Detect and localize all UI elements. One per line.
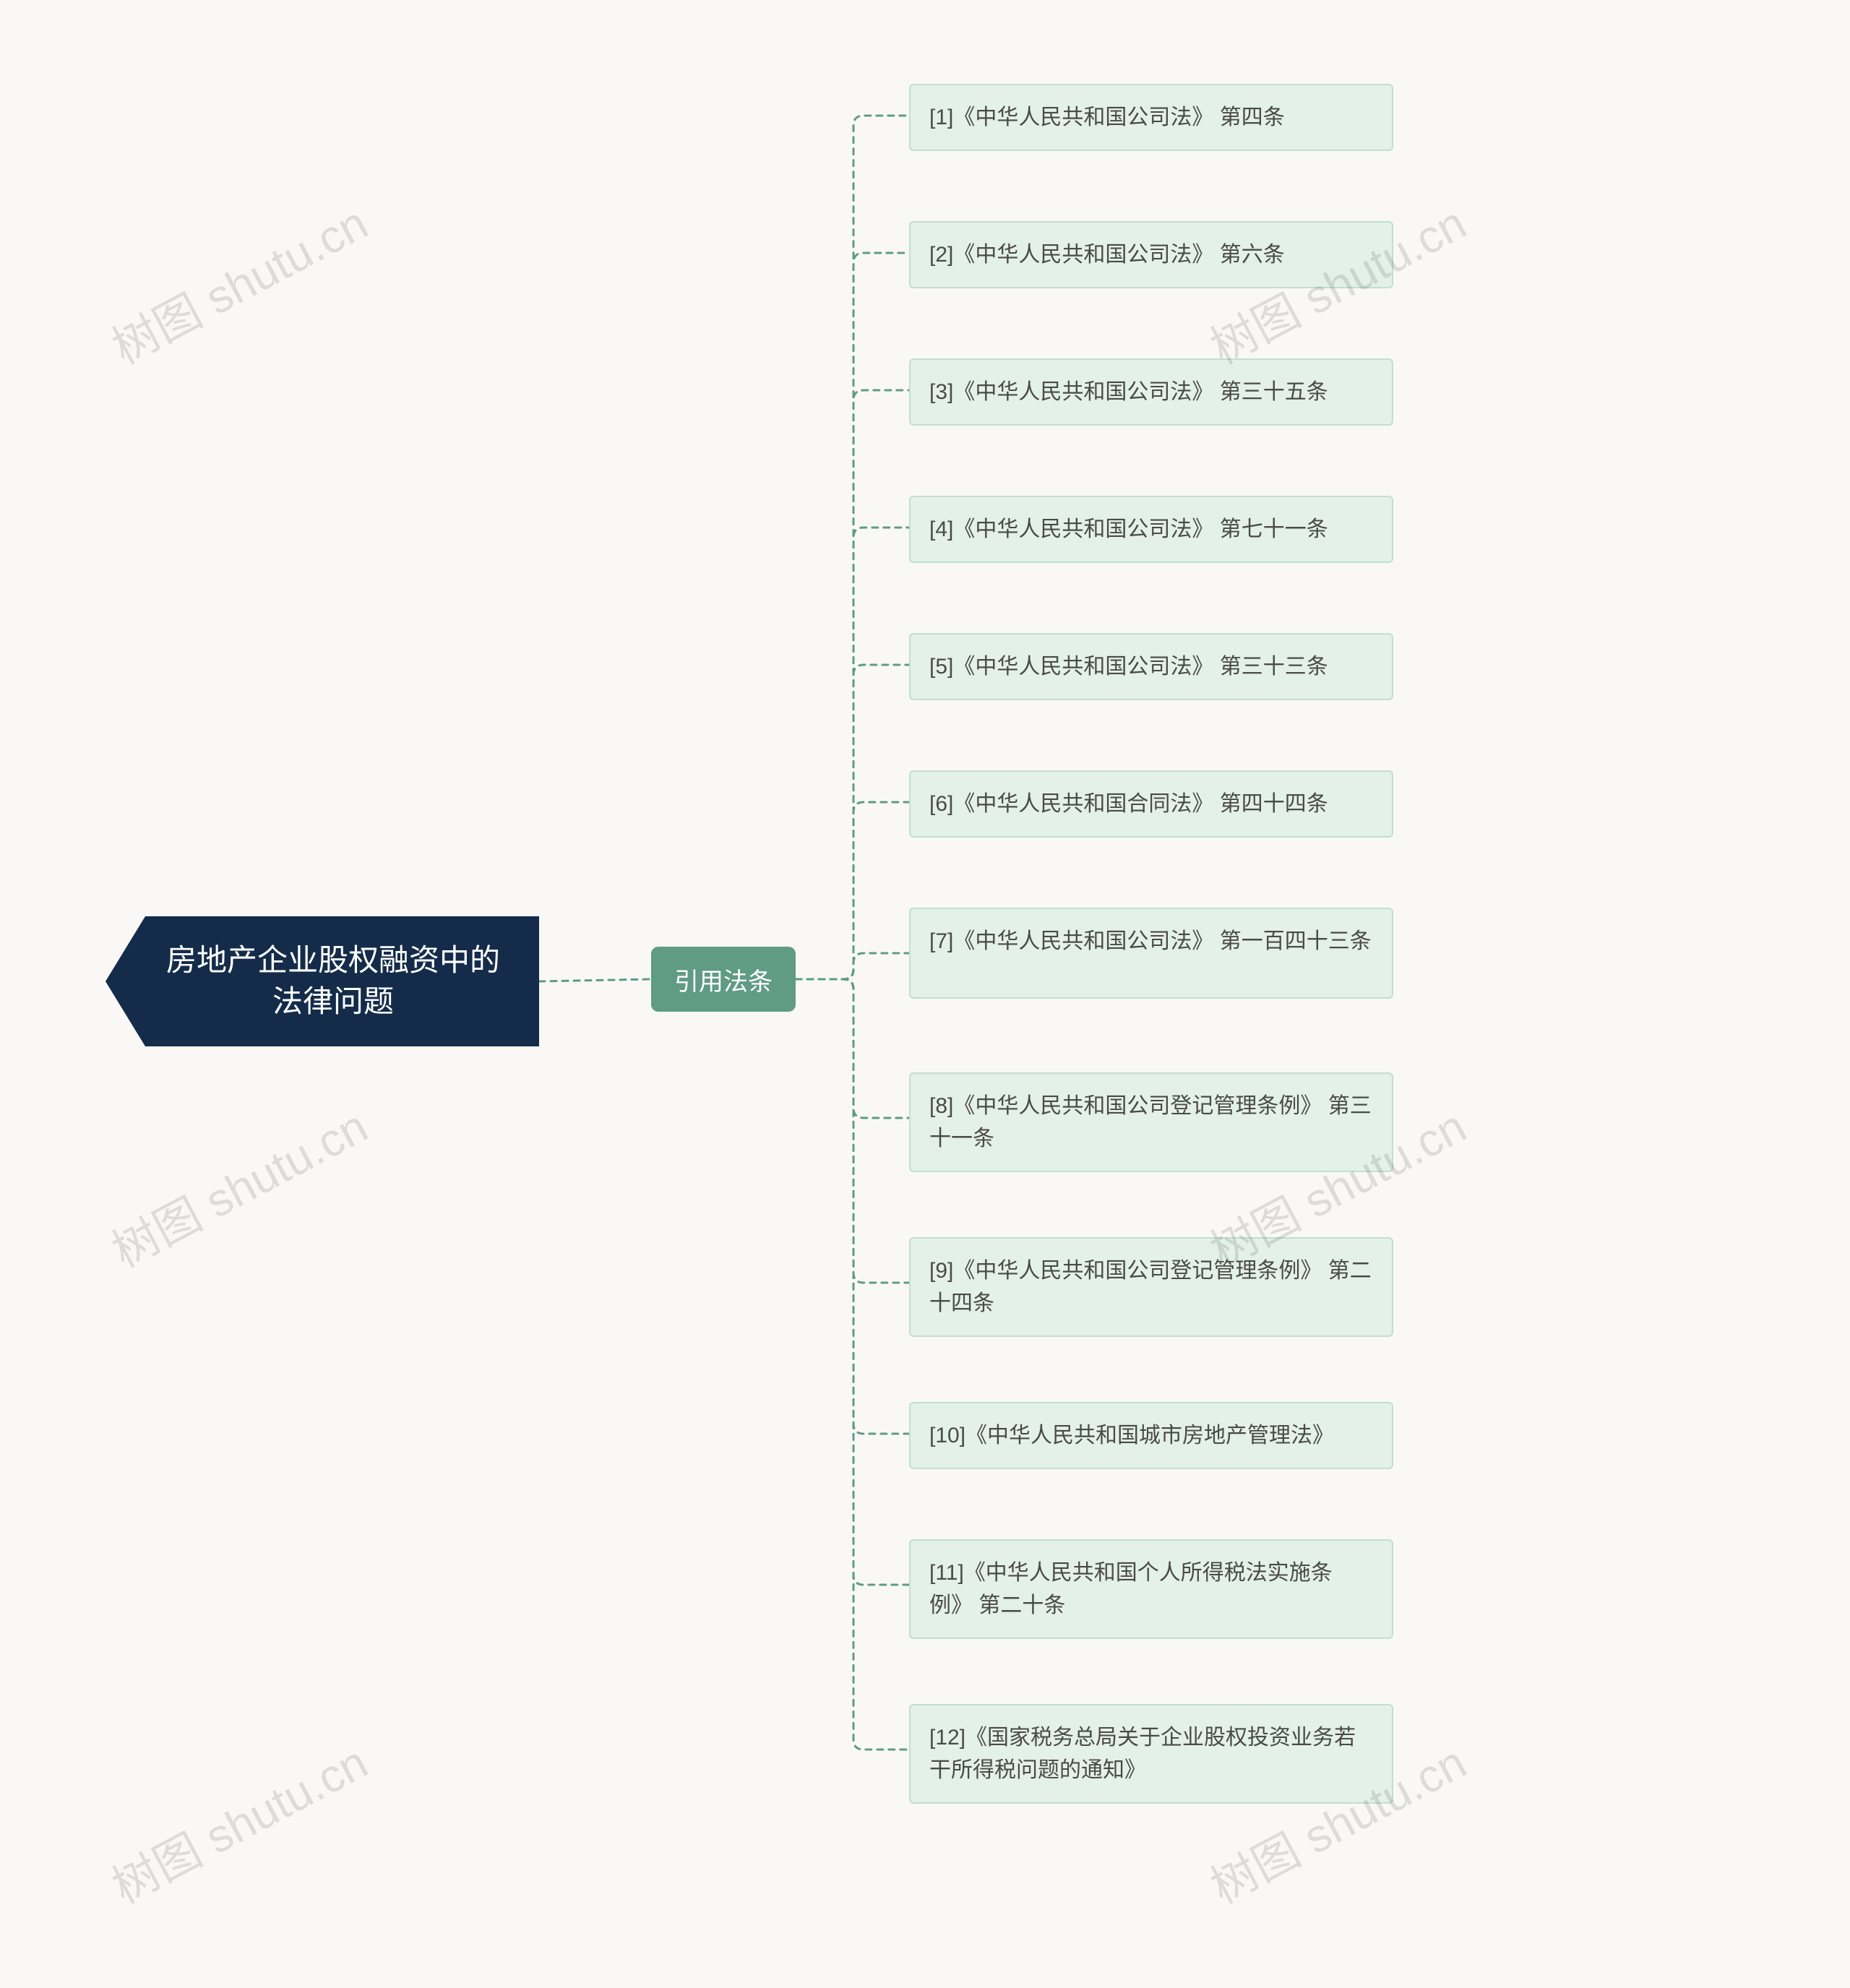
connector-line (796, 390, 909, 979)
connector-line (796, 979, 909, 1750)
connector-line (796, 979, 909, 1434)
leaf-node: [8]《中华人民共和国公司登记管理条例》 第三十一条 (909, 1072, 1393, 1172)
leaf-node-label: [1]《中华人民共和国公司法》 第四条 (929, 106, 1285, 129)
leaf-node-label: [11]《中华人民共和国个人所得税法实施条例》 第二十条 (929, 1561, 1333, 1617)
connector-line (796, 979, 909, 1283)
mid-node-label: 引用法条 (674, 962, 773, 997)
connector-line (539, 979, 651, 981)
watermark: 树图 shutu.cn (99, 187, 378, 377)
leaf-node-label: [8]《中华人民共和国公司登记管理条例》 第三十一条 (929, 1094, 1372, 1150)
leaf-node-label: [12]《国家税务总局关于企业股权投资业务若干所得税问题的通知》 (929, 1726, 1356, 1782)
leaf-node: [3]《中华人民共和国公司法》 第三十五条 (909, 358, 1393, 426)
leaf-node: [10]《中华人民共和国城市房地产管理法》 (909, 1402, 1393, 1469)
connector-line (796, 979, 909, 1118)
leaf-node-label: [9]《中华人民共和国公司登记管理条例》 第二十四条 (929, 1259, 1372, 1315)
connector-line (796, 528, 909, 979)
leaf-node-label: [4]《中华人民共和国公司法》 第七十一条 (929, 517, 1328, 541)
mindmap-canvas: 房地产企业股权融资中的法律问题 引用法条 [1]《中华人民共和国公司法》 第四条… (0, 0, 1850, 1988)
leaf-node-label: [2]《中华人民共和国公司法》 第六条 (929, 243, 1285, 267)
leaf-node-label: [3]《中华人民共和国公司法》 第三十五条 (929, 380, 1328, 404)
mid-node: 引用法条 (651, 947, 796, 1012)
leaf-node-label: [5]《中华人民共和国公司法》 第三十三条 (929, 655, 1328, 679)
leaf-node-label: [10]《中华人民共和国城市房地产管理法》 (929, 1424, 1334, 1447)
root-node: 房地产企业股权融资中的法律问题 (106, 916, 539, 1046)
leaf-node: [5]《中华人民共和国公司法》 第三十三条 (909, 633, 1393, 700)
watermark: 树图 shutu.cn (99, 1726, 378, 1916)
leaf-node: [11]《中华人民共和国个人所得税法实施条例》 第二十条 (909, 1539, 1393, 1639)
connector-line (796, 116, 909, 979)
leaf-node: [4]《中华人民共和国公司法》 第七十一条 (909, 496, 1393, 563)
connector-line (796, 802, 909, 979)
watermark: 树图 shutu.cn (99, 1090, 378, 1281)
root-node-label: 房地产企业股权融资中的法律问题 (156, 940, 510, 1022)
leaf-node: [2]《中华人民共和国公司法》 第六条 (909, 221, 1393, 288)
leaf-node: [7]《中华人民共和国公司法》 第一百四十三条 (909, 908, 1393, 999)
connector-line (796, 253, 909, 979)
leaf-node: [1]《中华人民共和国公司法》 第四条 (909, 84, 1393, 151)
leaf-node: [6]《中华人民共和国合同法》 第四十四条 (909, 770, 1393, 838)
leaf-node-label: [7]《中华人民共和国公司法》 第一百四十三条 (929, 929, 1372, 953)
leaf-node-label: [6]《中华人民共和国合同法》 第四十四条 (929, 792, 1328, 816)
connector-line (796, 979, 909, 1585)
leaf-node: [9]《中华人民共和国公司登记管理条例》 第二十四条 (909, 1237, 1393, 1337)
connector-line (796, 953, 909, 979)
leaf-node: [12]《国家税务总局关于企业股权投资业务若干所得税问题的通知》 (909, 1704, 1393, 1804)
connector-line (796, 665, 909, 979)
